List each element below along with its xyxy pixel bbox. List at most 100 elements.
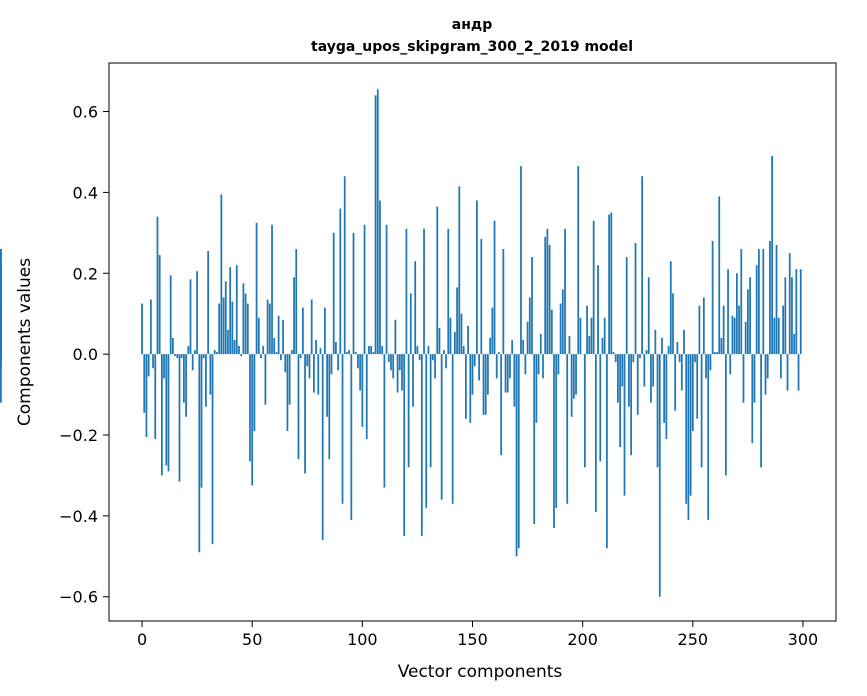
bar-220 (625, 257, 628, 355)
bar-3 (147, 354, 150, 377)
bar-234 (656, 354, 659, 468)
y-tick-label: 0.4 (73, 183, 98, 202)
bar-86 (330, 354, 333, 375)
bar-229 (645, 350, 648, 355)
bar-289 (777, 317, 780, 355)
bar-258 (709, 354, 712, 371)
x-tick-label: 250 (678, 630, 709, 649)
bar-27 (200, 354, 203, 488)
bar-202 (586, 305, 588, 355)
bars-group (0, 89, 802, 597)
bar-230 (647, 277, 650, 355)
bar-64 (282, 319, 284, 355)
bar-227 (641, 176, 644, 355)
bar-15 (174, 354, 176, 357)
bar-159 (491, 307, 494, 355)
bar-235 (658, 354, 661, 597)
bar-221 (628, 354, 630, 407)
bar-135 (438, 327, 441, 355)
bar-67 (288, 354, 291, 405)
bar-158 (489, 337, 491, 355)
bar-63 (279, 354, 282, 361)
bar-91 (341, 354, 344, 504)
bar-142 (453, 331, 456, 355)
bar-192 (564, 228, 566, 355)
bar-62 (277, 315, 280, 355)
bar-279 (755, 265, 758, 355)
bar-295 (791, 277, 793, 355)
bar-127 (420, 354, 423, 537)
bar-101 (363, 224, 366, 355)
bar-38 (224, 281, 227, 355)
bar-173 (522, 339, 525, 355)
bar-28 (202, 354, 205, 359)
bar-110 (383, 354, 386, 488)
bar-83 (324, 307, 326, 355)
bar-297 (795, 269, 798, 355)
bar-254 (700, 354, 703, 468)
bar-73 (301, 307, 304, 355)
bar-76 (308, 354, 311, 379)
bar-165 (504, 354, 507, 393)
bar-207 (597, 265, 599, 355)
bar-283 (764, 354, 767, 395)
bar-261 (716, 352, 718, 355)
bar-85 (328, 354, 331, 460)
bar-84 (326, 354, 328, 417)
bar-272 (740, 249, 743, 355)
bar-34 (216, 352, 218, 355)
bar-118 (401, 354, 403, 391)
bar-210 (603, 317, 606, 355)
bar-99 (359, 354, 362, 391)
bar-248 (687, 354, 690, 520)
bar-157 (487, 354, 489, 395)
bar-243 (676, 342, 679, 355)
bar-139 (447, 228, 450, 355)
bar-66 (286, 354, 289, 431)
bar-260 (713, 352, 716, 355)
bar-250 (691, 354, 694, 431)
bar-277 (751, 354, 754, 444)
bar-61 (275, 352, 278, 355)
bar-146 (462, 346, 465, 355)
bar-56 (264, 354, 267, 405)
bar-undefined (0, 354, 2, 363)
bar-71 (297, 354, 300, 460)
bar-41 (231, 301, 234, 355)
bar-74 (304, 354, 306, 474)
bar-180 (537, 354, 540, 375)
bar-267 (729, 354, 732, 375)
bar-209 (601, 337, 604, 355)
bar-121 (407, 354, 410, 468)
bar-204 (590, 317, 593, 355)
bar-undefined (0, 354, 2, 403)
bar-274 (744, 321, 747, 355)
bar-97 (354, 352, 357, 355)
bar-52 (255, 222, 258, 355)
bar-98 (357, 354, 359, 369)
bar-286 (771, 156, 773, 355)
y-tick-label: 0.0 (73, 345, 98, 364)
bar-242 (674, 354, 677, 411)
bar-47 (244, 293, 247, 355)
bar-164 (502, 249, 505, 355)
bar-232 (652, 354, 655, 387)
bar-169 (513, 354, 516, 407)
bar-43 (235, 265, 238, 355)
bar-17 (178, 354, 181, 482)
bar-32 (211, 354, 214, 545)
bar-44 (238, 346, 240, 355)
bar-140 (449, 317, 452, 355)
bar-80 (317, 354, 320, 395)
bar-292 (784, 277, 787, 355)
bar-90 (339, 208, 342, 355)
bar-143 (456, 287, 458, 355)
bar-137 (442, 350, 445, 355)
bar-257 (707, 354, 710, 520)
x-tick-label: 100 (347, 630, 378, 649)
bar-167 (509, 354, 511, 379)
bar-240 (669, 261, 672, 355)
bar-262 (718, 196, 721, 355)
bar-107 (376, 89, 379, 355)
bar-36 (220, 194, 223, 355)
